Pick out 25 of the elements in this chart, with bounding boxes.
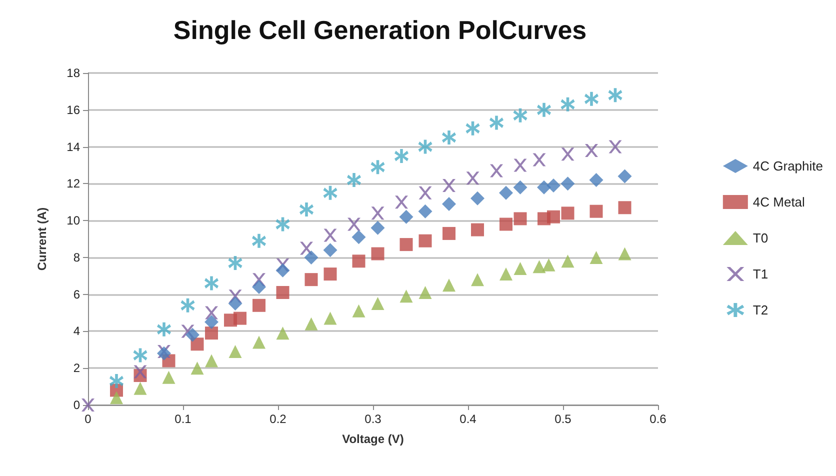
y-tick-label: 10 <box>66 214 80 228</box>
y-tick-label: 14 <box>66 140 80 154</box>
x-tick-label: 0.5 <box>554 412 572 426</box>
x-tick-label: 0.1 <box>174 412 192 426</box>
y-tick-label: 6 <box>73 287 80 302</box>
legend-label: T2 <box>752 302 768 318</box>
x-tick-label: 0.3 <box>364 412 382 426</box>
x-tick-label: 0.4 <box>460 412 477 426</box>
y-tick-label: 16 <box>66 102 80 117</box>
y-tick-label: 0 <box>73 398 80 412</box>
chart-title: Single Cell Generation PolCurves <box>173 15 587 45</box>
y-tick-label: 12 <box>66 176 80 191</box>
legend-label: T0 <box>752 230 768 246</box>
x-tick-label: 0.6 <box>650 412 667 426</box>
x-tick-label: 0.2 <box>270 412 287 426</box>
x-axis-title: Voltage (V) <box>342 432 404 446</box>
legend-label: 4C Metal <box>752 194 806 210</box>
y-axis-title: Current (A) <box>35 207 49 271</box>
y-tick-label: 8 <box>73 250 80 264</box>
y-tick-label: 18 <box>66 66 80 80</box>
legend-label: 4C Graphite <box>752 158 824 174</box>
y-tick-label: 4 <box>73 324 80 338</box>
legend-label: T1 <box>752 266 768 282</box>
y-tick-label: 2 <box>73 361 80 376</box>
x-tick-label: 0 <box>84 412 92 426</box>
